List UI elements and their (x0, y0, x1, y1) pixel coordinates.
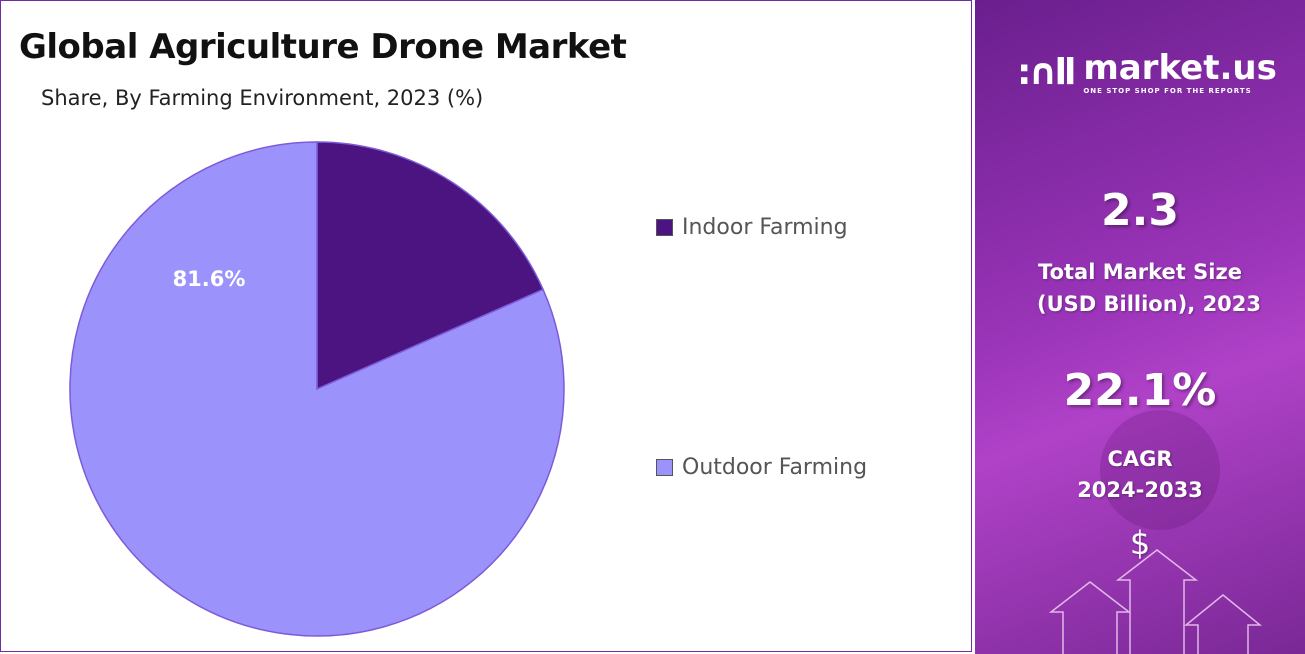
legend-swatch-outdoor (656, 459, 673, 476)
market-us-logo: :∩ll market.us ONE STOP SHOP FOR THE REP… (1017, 50, 1277, 96)
growth-arrows-icon (1048, 410, 1263, 654)
legend-label-outdoor: Outdoor Farming (682, 455, 868, 480)
cagr-value: 22.1% (1063, 365, 1217, 416)
chart-panel: Global Agriculture Drone Market Share, B… (0, 0, 972, 652)
chart-subtitle: Share, By Farming Environment, 2023 (%) (41, 86, 484, 110)
legend-item-outdoor: Outdoor Farming (656, 455, 867, 480)
legend-label-indoor: Indoor Farming (682, 215, 848, 240)
market-size-label-1: Total Market Size (1038, 260, 1242, 284)
brand-tagline: ONE STOP SHOP FOR THE REPORTS (1083, 87, 1252, 95)
chart-title: Global Agriculture Drone Market (19, 27, 627, 67)
pie-slice-indoor-farming (316, 141, 545, 391)
market-size-label-2: (USD Billion), 2023 (1036, 292, 1262, 316)
cagr-period: 2024-2033 (1077, 478, 1203, 502)
legend-swatch-indoor (656, 219, 673, 236)
cagr-label: CAGR (1107, 447, 1173, 471)
summary-panel: :∩ll market.us ONE STOP SHOP FOR THE REP… (975, 0, 1305, 654)
logo-mark-icon: :∩ll (1017, 52, 1076, 93)
brand-name: market.us (1083, 48, 1277, 88)
legend-item-indoor: Indoor Farming (656, 215, 848, 240)
dollar-icon: $ (1129, 524, 1151, 562)
market-size-value: 2.3 (1101, 185, 1179, 236)
pie-slice-outdoor-farming (69, 141, 565, 637)
pie-chart: 81.6% (69, 141, 565, 637)
data-label-outdoor: 81.6% (173, 267, 246, 291)
